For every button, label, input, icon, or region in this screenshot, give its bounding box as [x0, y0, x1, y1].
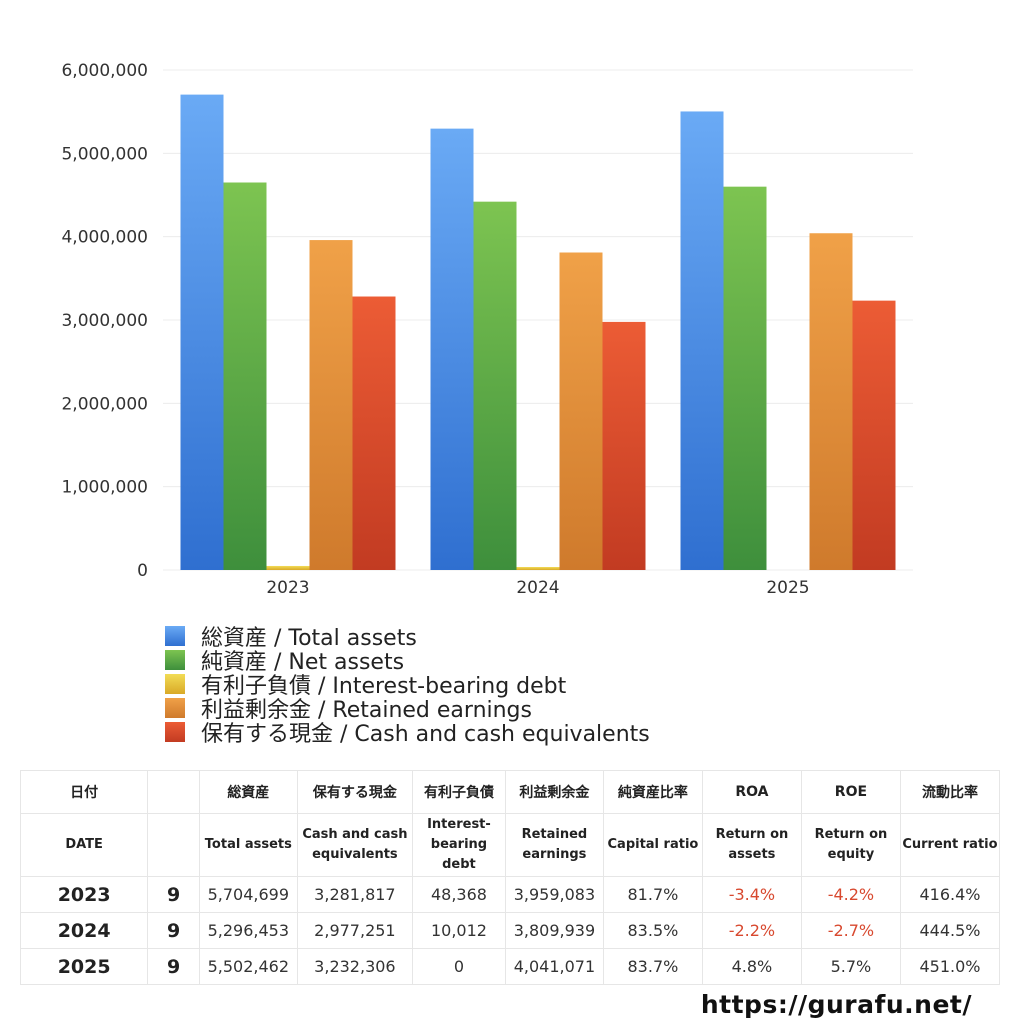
header-cell: Interest-bearing debt — [411, 813, 506, 877]
y-tick-label: 4,000,000 — [61, 228, 148, 248]
header-cell: Current ratio — [899, 813, 1001, 877]
legend-swatch-total-assets — [165, 626, 185, 646]
x-tick-label: 2024 — [516, 578, 559, 598]
header-cell: Retained earnings — [504, 813, 604, 877]
table-cell: -4.2% — [800, 876, 901, 913]
header-cell: 有利子負債 — [411, 770, 506, 814]
table-cell: 451.0% — [899, 948, 1001, 985]
table-cell: 0 — [411, 948, 506, 985]
table-cell: 5,704,699 — [198, 876, 298, 913]
bar-2024-series-2 — [516, 567, 560, 570]
year-cell: 2024 — [19, 912, 149, 949]
table-cell: 81.7% — [602, 876, 703, 913]
x-tick-label: 2023 — [266, 578, 309, 598]
legend-item: 保有する現金 / Cash and cash equivalents — [165, 720, 650, 747]
table-cell: 48,368 — [411, 876, 506, 913]
header-cell: ROE — [800, 770, 901, 814]
header-cell: DATE — [19, 813, 149, 877]
table-row: 2025 9 5,502,462 3,232,306 0 4,041,071 8… — [19, 948, 1001, 985]
bar-2025-series-0 — [680, 111, 724, 571]
legend-label: 純資産 / Net assets — [201, 650, 405, 675]
header-cell: Total assets — [198, 813, 298, 877]
table-header-en: DATE Total assets Cash and cash equivale… — [19, 813, 1001, 877]
table-row: 2024 9 5,296,453 2,977,251 10,012 3,809,… — [19, 912, 1001, 949]
y-tick-label: 5,000,000 — [61, 144, 148, 164]
bar-2023-series-1 — [223, 182, 267, 570]
site-url[interactable]: https://gurafu.net/ — [700, 990, 972, 1019]
table-cell: 4,041,071 — [504, 948, 604, 985]
bar-2024-series-4 — [602, 321, 646, 570]
financial-table: 日付 総資産 保有する現金 有利子負債 利益剰余金 純資産比率 ROA ROE … — [19, 770, 1001, 985]
table-cell: 5.7% — [800, 948, 901, 985]
y-tick-label: 2,000,000 — [61, 394, 148, 414]
bar-2024-series-1 — [473, 201, 517, 570]
legend-item: 総資産 / Total assets — [165, 624, 650, 651]
table-cell: 10,012 — [411, 912, 506, 949]
table-cell: 4.8% — [701, 948, 802, 985]
legend-label: 利益剰余金 / Retained earnings — [201, 698, 532, 723]
table-cell: 416.4% — [899, 876, 1001, 913]
bar-2025-series-3 — [809, 233, 853, 570]
table-cell: 5,502,462 — [198, 948, 298, 985]
bar-2024-series-3 — [559, 252, 603, 571]
legend-item: 有利子負債 / Interest-bearing debt — [165, 672, 650, 699]
bar-2025-series-1 — [723, 186, 767, 570]
month-cell: 9 — [147, 876, 200, 913]
legend-item: 利益剰余金 / Retained earnings — [165, 696, 650, 723]
month-cell: 9 — [147, 912, 200, 949]
table-cell: 5,296,453 — [198, 912, 298, 949]
legend-label: 総資産 / Total assets — [201, 626, 417, 651]
y-tick-label: 6,000,000 — [61, 61, 148, 81]
header-cell: Return on equity — [800, 813, 901, 877]
header-cell: ROA — [701, 770, 802, 814]
year-cell: 2025 — [19, 948, 149, 985]
legend-item: 純資産 / Net assets — [165, 648, 650, 675]
table-header-ja: 日付 総資産 保有する現金 有利子負債 利益剰余金 純資産比率 ROA ROE … — [19, 770, 1001, 814]
header-cell: 保有する現金 — [296, 770, 413, 814]
bar-chart: 0 1,000,000 2,000,000 3,000,000 4,000,000 5,0… — [61, 61, 913, 598]
bar-2023-series-0 — [180, 94, 224, 571]
table-cell: 83.5% — [602, 912, 703, 949]
header-cell: Cash and cash equivalents — [296, 813, 413, 877]
x-tick-label: 2025 — [766, 578, 809, 598]
legend-label: 有利子負債 / Interest-bearing debt — [201, 674, 567, 699]
table-cell: 83.7% — [602, 948, 703, 985]
year-cell: 2023 — [19, 876, 149, 913]
table-cell: 444.5% — [899, 912, 1001, 949]
header-cell — [147, 770, 200, 814]
header-cell: 総資産 — [198, 770, 298, 814]
header-cell: Capital ratio — [602, 813, 703, 877]
y-tick-label: 0 — [137, 561, 148, 581]
header-cell: 流動比率 — [899, 770, 1001, 814]
legend-swatch-retained-earnings — [165, 698, 185, 718]
bar-2023-series-3 — [309, 240, 353, 570]
table-cell: -2.7% — [800, 912, 901, 949]
bar-2024-series-0 — [430, 128, 474, 571]
table-cell: 3,232,306 — [296, 948, 413, 985]
table-cell: 2,977,251 — [296, 912, 413, 949]
header-cell: 日付 — [19, 770, 149, 814]
legend-swatch-interest-bearing-debt — [165, 674, 185, 694]
y-tick-label: 3,000,000 — [61, 311, 148, 331]
table-cell: -3.4% — [701, 876, 802, 913]
bar-2023-series-4 — [352, 296, 396, 570]
bar-2023-series-2 — [266, 565, 310, 570]
table-cell: 3,959,083 — [504, 876, 604, 913]
month-cell: 9 — [147, 948, 200, 985]
header-cell: Return on assets — [701, 813, 802, 877]
y-tick-label: 1,000,000 — [61, 478, 148, 498]
header-cell: 利益剰余金 — [504, 770, 604, 814]
header-cell: 純資産比率 — [602, 770, 703, 814]
chart-legend: 総資産 / Total assets 純資産 / Net assets 有利子負… — [165, 624, 650, 747]
bar-2025-series-4 — [852, 300, 896, 570]
table-row: 2023 9 5,704,699 3,281,817 48,368 3,959,… — [19, 876, 1001, 913]
legend-swatch-cash — [165, 722, 185, 742]
header-cell — [147, 813, 200, 877]
table-cell: 3,809,939 — [504, 912, 604, 949]
legend-swatch-net-assets — [165, 650, 185, 670]
table-cell: -2.2% — [701, 912, 802, 949]
table-cell: 3,281,817 — [296, 876, 413, 913]
legend-label: 保有する現金 / Cash and cash equivalents — [201, 722, 650, 747]
